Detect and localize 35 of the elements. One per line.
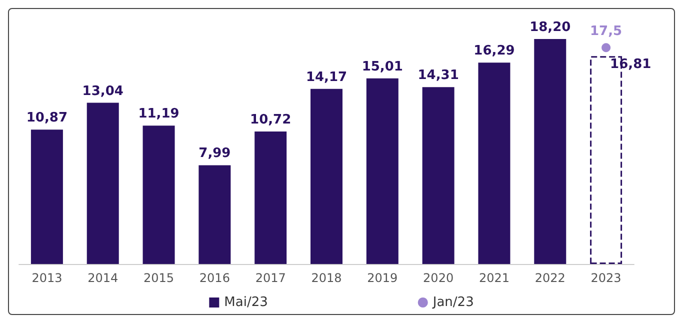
data-label: 10,87 bbox=[26, 110, 68, 126]
bar bbox=[478, 62, 510, 264]
data-label: 13,04 bbox=[82, 84, 124, 99]
x-tick-label: 2021 bbox=[478, 271, 510, 285]
legend-label: Mai/23 bbox=[224, 295, 268, 310]
bar bbox=[30, 130, 63, 264]
legend-label: Jan/23 bbox=[432, 295, 474, 310]
x-tick-label: 2015 bbox=[144, 271, 174, 285]
data-label: 11,19 bbox=[138, 106, 180, 122]
x-tick-label: 2016 bbox=[199, 271, 230, 285]
bar bbox=[254, 131, 287, 264]
bar bbox=[86, 102, 119, 264]
x-tick-label: 2018 bbox=[311, 271, 342, 285]
bar bbox=[198, 165, 231, 264]
data-label: 10,72 bbox=[250, 112, 292, 128]
data-label: 15,01 bbox=[362, 59, 403, 74]
x-tick-label: 2020 bbox=[423, 271, 454, 285]
bar bbox=[534, 39, 566, 264]
x-tick-label: 2017 bbox=[255, 271, 286, 285]
data-label: 14,17 bbox=[306, 70, 348, 85]
data-label: 17,5 bbox=[590, 24, 622, 40]
data-label: 7,99 bbox=[198, 146, 231, 162]
data-label: 18,20 bbox=[530, 20, 571, 35]
bar bbox=[366, 78, 398, 264]
x-tick-label: 2014 bbox=[88, 271, 118, 285]
bar bbox=[310, 88, 342, 264]
data-label: 16,81 bbox=[610, 57, 652, 72]
bar bbox=[422, 87, 454, 264]
bar bbox=[142, 126, 175, 264]
x-tick-label: 2013 bbox=[32, 271, 62, 285]
data-label: 14,31 bbox=[418, 68, 459, 84]
data-label: 16,29 bbox=[474, 44, 515, 59]
x-tick-label: 2019 bbox=[367, 271, 398, 285]
x-tick-label: 2022 bbox=[534, 271, 566, 285]
x-tick-label: 2023 bbox=[590, 271, 622, 285]
